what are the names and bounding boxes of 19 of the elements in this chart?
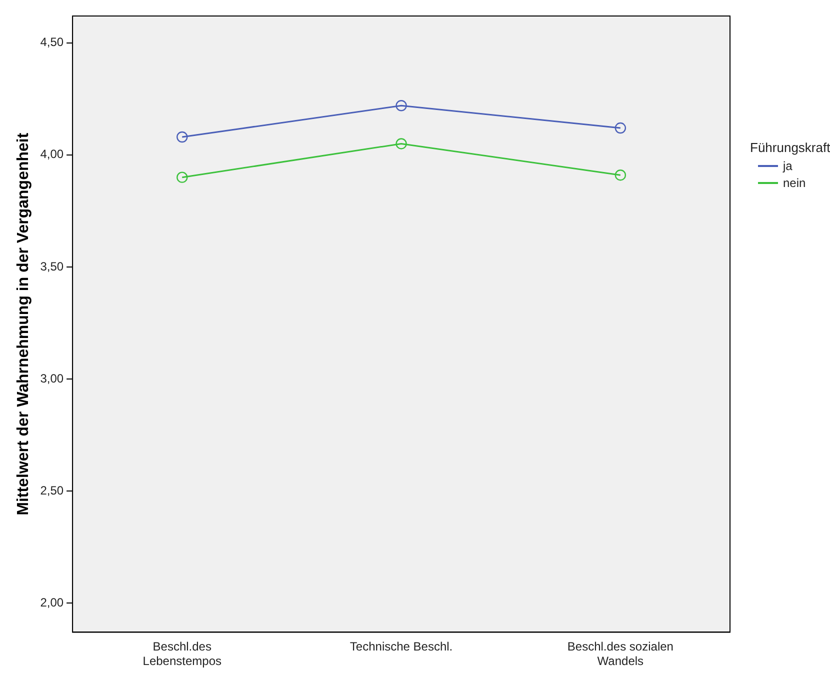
y-tick-label: 3,50 [40, 259, 64, 274]
legend-label: ja [783, 159, 792, 173]
point [396, 100, 407, 112]
y-tick-label: 4,00 [40, 147, 64, 162]
y-tick-label: 2,00 [40, 595, 64, 610]
x-tick-label: Beschl.des Lebenstempos [142, 640, 222, 668]
point [396, 138, 407, 150]
y-tick-label: 2,50 [40, 483, 64, 498]
y-axis-title: Mittelwert der Wahrnehmung in der Vergangenheit [15, 132, 32, 516]
x-tick-label: Beschl.des sozialen Wandels [567, 640, 674, 668]
point [176, 131, 188, 143]
legend-title: Führungskraft [750, 140, 830, 155]
y-tick-label: 4,50 [40, 35, 64, 50]
point [176, 172, 188, 183]
x-tick-label: Technische Beschl. [350, 640, 453, 654]
y-tick-label: 3,00 [40, 371, 64, 386]
point [614, 169, 626, 181]
point [614, 122, 626, 134]
legend-label: nein [783, 176, 806, 190]
